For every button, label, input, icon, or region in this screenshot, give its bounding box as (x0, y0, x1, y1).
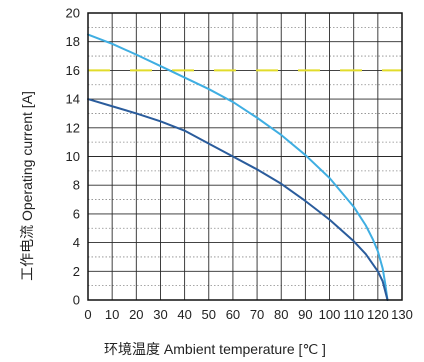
y-axis-label: 工作电流 Operating current [A] (19, 91, 35, 281)
x-tick-label: 60 (226, 307, 240, 322)
x-tick-label: 110 (343, 307, 364, 322)
y-tick-label: 6 (73, 206, 80, 221)
plot-frame (87, 12, 403, 301)
x-tick-label: 70 (250, 307, 264, 322)
y-tick-label: 18 (66, 34, 80, 49)
x-tick-label: 90 (298, 307, 312, 322)
x-tick-label: 20 (129, 307, 143, 322)
x-tick-label: 130 (391, 307, 413, 322)
y-tick-label: 2 (73, 264, 80, 279)
series-lines (87, 33, 389, 301)
x-tick-label: 10 (105, 307, 119, 322)
x-tick-label: 80 (274, 307, 288, 322)
y-tick-label: 20 (66, 6, 80, 21)
y-tick-labels: 0 2 4 6 8 10 12 14 16 18 20 (66, 6, 80, 308)
x-axis-label: 环境温度 Ambient temperature [℃ ] (104, 341, 326, 357)
x-tick-label: 40 (177, 307, 191, 322)
x-tick-label: 100 (319, 307, 341, 322)
y-tick-label: 4 (73, 235, 80, 250)
x-tick-label: 30 (153, 307, 167, 322)
y-tick-label: 8 (73, 178, 80, 193)
series-line-2 (87, 98, 389, 301)
y-tick-label: 10 (66, 149, 80, 164)
x-tick-label: 120 (367, 307, 389, 322)
x-tick-label: 0 (84, 307, 91, 322)
y-tick-label: 12 (66, 120, 80, 135)
y-tick-label: 0 (73, 293, 80, 308)
x-tick-label: 50 (202, 307, 216, 322)
y-tick-label: 16 (66, 63, 80, 78)
x-tick-labels: 0 10 20 30 40 50 60 70 80 90 100 110 120 130 (84, 307, 412, 322)
series-line-1 (87, 33, 389, 301)
y-tick-label: 14 (66, 92, 80, 107)
